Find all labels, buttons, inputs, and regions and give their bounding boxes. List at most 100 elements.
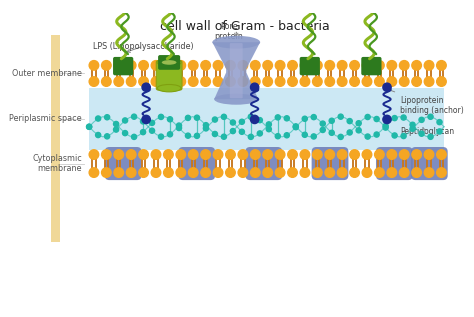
Circle shape bbox=[325, 61, 335, 70]
Circle shape bbox=[221, 134, 227, 139]
Text: Outer membrane: Outer membrane bbox=[12, 69, 82, 78]
FancyBboxPatch shape bbox=[178, 147, 215, 180]
Circle shape bbox=[114, 121, 118, 126]
Ellipse shape bbox=[162, 60, 176, 65]
Circle shape bbox=[365, 134, 370, 139]
Circle shape bbox=[101, 77, 111, 86]
Ellipse shape bbox=[157, 85, 181, 92]
Circle shape bbox=[383, 123, 388, 129]
Circle shape bbox=[203, 123, 209, 128]
Circle shape bbox=[437, 129, 442, 134]
FancyBboxPatch shape bbox=[311, 147, 348, 180]
Circle shape bbox=[350, 168, 359, 177]
Circle shape bbox=[250, 150, 260, 159]
Circle shape bbox=[275, 115, 281, 120]
Circle shape bbox=[226, 168, 235, 177]
Circle shape bbox=[350, 61, 359, 70]
Circle shape bbox=[87, 124, 92, 129]
Circle shape bbox=[400, 168, 409, 177]
Circle shape bbox=[89, 168, 99, 177]
Circle shape bbox=[114, 77, 124, 86]
Circle shape bbox=[325, 77, 335, 86]
Circle shape bbox=[221, 114, 227, 120]
Circle shape bbox=[194, 115, 200, 120]
Circle shape bbox=[275, 61, 285, 70]
Circle shape bbox=[325, 168, 335, 177]
FancyBboxPatch shape bbox=[158, 55, 180, 70]
Circle shape bbox=[140, 130, 146, 135]
Circle shape bbox=[151, 77, 161, 86]
Circle shape bbox=[89, 77, 99, 86]
Circle shape bbox=[122, 118, 128, 123]
Text: Cytoplasmic
membrane: Cytoplasmic membrane bbox=[32, 154, 82, 173]
Circle shape bbox=[158, 114, 164, 120]
Circle shape bbox=[356, 121, 361, 126]
Circle shape bbox=[105, 115, 109, 120]
Circle shape bbox=[437, 120, 442, 125]
Circle shape bbox=[250, 61, 260, 70]
Circle shape bbox=[362, 77, 372, 86]
Circle shape bbox=[164, 77, 173, 86]
Circle shape bbox=[201, 168, 210, 177]
FancyBboxPatch shape bbox=[300, 57, 320, 75]
Circle shape bbox=[400, 61, 409, 70]
Circle shape bbox=[412, 150, 421, 159]
Circle shape bbox=[201, 61, 210, 70]
Circle shape bbox=[266, 122, 272, 127]
Circle shape bbox=[401, 133, 406, 139]
Circle shape bbox=[338, 114, 343, 119]
Circle shape bbox=[151, 61, 161, 70]
Circle shape bbox=[312, 150, 322, 159]
Circle shape bbox=[203, 126, 209, 131]
Circle shape bbox=[300, 168, 310, 177]
Circle shape bbox=[139, 150, 148, 159]
Circle shape bbox=[362, 61, 372, 70]
Circle shape bbox=[302, 132, 307, 137]
Circle shape bbox=[387, 77, 397, 86]
Circle shape bbox=[428, 114, 433, 119]
FancyBboxPatch shape bbox=[113, 57, 133, 75]
Circle shape bbox=[337, 150, 347, 159]
Circle shape bbox=[201, 77, 210, 86]
Circle shape bbox=[185, 115, 191, 120]
Circle shape bbox=[412, 61, 421, 70]
Circle shape bbox=[257, 118, 263, 123]
Circle shape bbox=[142, 83, 150, 91]
Circle shape bbox=[320, 121, 325, 126]
Circle shape bbox=[263, 77, 273, 86]
Circle shape bbox=[337, 168, 347, 177]
Circle shape bbox=[266, 126, 272, 132]
Circle shape bbox=[400, 77, 409, 86]
FancyBboxPatch shape bbox=[246, 147, 282, 180]
Circle shape bbox=[114, 168, 124, 177]
Circle shape bbox=[176, 126, 182, 131]
FancyBboxPatch shape bbox=[230, 43, 243, 98]
Circle shape bbox=[139, 168, 148, 177]
Circle shape bbox=[374, 132, 379, 137]
Circle shape bbox=[127, 77, 136, 86]
Circle shape bbox=[410, 122, 415, 127]
Circle shape bbox=[122, 131, 128, 136]
Circle shape bbox=[89, 150, 99, 159]
Circle shape bbox=[383, 125, 388, 130]
Circle shape bbox=[419, 117, 424, 122]
Circle shape bbox=[167, 132, 173, 137]
Circle shape bbox=[374, 116, 379, 122]
Circle shape bbox=[212, 132, 218, 137]
Circle shape bbox=[142, 115, 150, 124]
Circle shape bbox=[114, 61, 124, 70]
Circle shape bbox=[387, 61, 397, 70]
Circle shape bbox=[238, 150, 247, 159]
Circle shape bbox=[392, 115, 397, 121]
Circle shape bbox=[288, 150, 297, 159]
Circle shape bbox=[288, 61, 297, 70]
Circle shape bbox=[101, 61, 111, 70]
Circle shape bbox=[213, 77, 223, 86]
Circle shape bbox=[374, 77, 384, 86]
Circle shape bbox=[87, 124, 92, 129]
Circle shape bbox=[362, 150, 372, 159]
Circle shape bbox=[151, 150, 161, 159]
Circle shape bbox=[312, 168, 322, 177]
Circle shape bbox=[189, 168, 198, 177]
Text: Lipoprotein
binding (anchor): Lipoprotein binding (anchor) bbox=[390, 90, 464, 115]
